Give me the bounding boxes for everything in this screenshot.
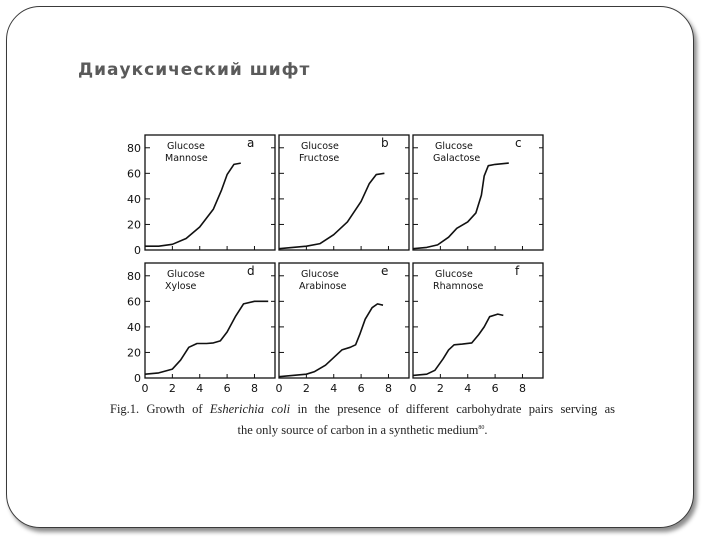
y-tick-label: 60 <box>127 167 141 180</box>
panel-label-line1: Glucose <box>167 141 205 152</box>
x-tick-label: 2 <box>169 382 176 395</box>
x-tick-label: 6 <box>358 382 365 395</box>
x-tick-label: 0 <box>276 382 283 395</box>
panel-frame-a <box>144 134 276 251</box>
y-tick-label: 20 <box>127 218 141 231</box>
caption-species: Esherichia coli <box>209 402 291 416</box>
panel-frame-b <box>278 134 410 251</box>
panel-label-line1: Glucose <box>435 269 473 280</box>
panel-letter: c <box>515 136 522 150</box>
panel-label-line1: Glucose <box>301 141 339 152</box>
x-tick-label: 8 <box>519 382 526 395</box>
slide-frame <box>6 6 694 528</box>
panel-letter: e <box>381 264 388 278</box>
caption-mid: in the presence of different carbohydrat… <box>297 402 616 416</box>
x-tick-label: 6 <box>224 382 231 395</box>
panel-label-line2: Galactose <box>433 153 480 164</box>
panel-label-line2: Xylose <box>165 281 197 292</box>
y-tick-label: 0 <box>134 372 141 385</box>
y-tick-label: 60 <box>127 295 141 308</box>
growth-curve-b <box>278 172 385 250</box>
y-tick-label: 80 <box>127 142 141 155</box>
x-tick-label: 8 <box>385 382 392 395</box>
panel-label-line2: Fructose <box>299 153 339 164</box>
y-tick-label: 40 <box>127 193 141 206</box>
caption-end: . <box>484 423 488 438</box>
growth-curve-a <box>145 162 241 247</box>
growth-curve-f <box>412 313 504 377</box>
panel-label-line1: Glucose <box>435 141 473 152</box>
panel-frame-c <box>412 134 544 251</box>
y-tick-label: 80 <box>127 270 141 283</box>
y-tick-label: 0 <box>134 244 141 257</box>
panel-letter: d <box>247 264 255 278</box>
panel-letter: b <box>381 136 389 150</box>
panel-label-line2: Rhamnose <box>433 281 483 292</box>
y-tick-label: 40 <box>127 321 141 334</box>
x-tick-label: 0 <box>142 382 149 395</box>
x-tick-label: 4 <box>464 382 471 395</box>
x-tick-label: 2 <box>303 382 310 395</box>
x-tick-label: 4 <box>196 382 203 395</box>
panel-label-line1: Glucose <box>301 269 339 280</box>
x-tick-label: 2 <box>437 382 444 395</box>
slide-title: Диауксический шифт <box>78 60 311 80</box>
panel-letter: f <box>515 264 520 278</box>
caption-ref: 80 <box>478 425 485 431</box>
figure-caption: Fig.1. Growth of Esherichia coli in the … <box>110 400 615 440</box>
y-tick-label: 20 <box>127 346 141 359</box>
caption-prefix: Fig.1. Growth of <box>110 402 203 416</box>
x-tick-label: 8 <box>251 382 258 395</box>
panel-frame-d <box>144 262 276 379</box>
growth-curve-d <box>144 300 269 375</box>
x-tick-label: 6 <box>492 382 499 395</box>
panel-label-line1: Glucose <box>167 269 205 280</box>
growth-curve-c <box>412 162 509 250</box>
growth-curve-e <box>278 303 384 378</box>
panel-letter: a <box>247 136 254 150</box>
panel-frame-f <box>412 262 544 379</box>
x-tick-label: 0 <box>410 382 417 395</box>
caption-line2: the only source of carbon in a synthetic… <box>237 423 479 438</box>
panel-frame-e <box>278 262 410 379</box>
x-tick-label: 4 <box>330 382 337 395</box>
panel-label-line2: Arabinose <box>299 281 347 292</box>
panel-label-line2: Mannose <box>165 153 208 164</box>
